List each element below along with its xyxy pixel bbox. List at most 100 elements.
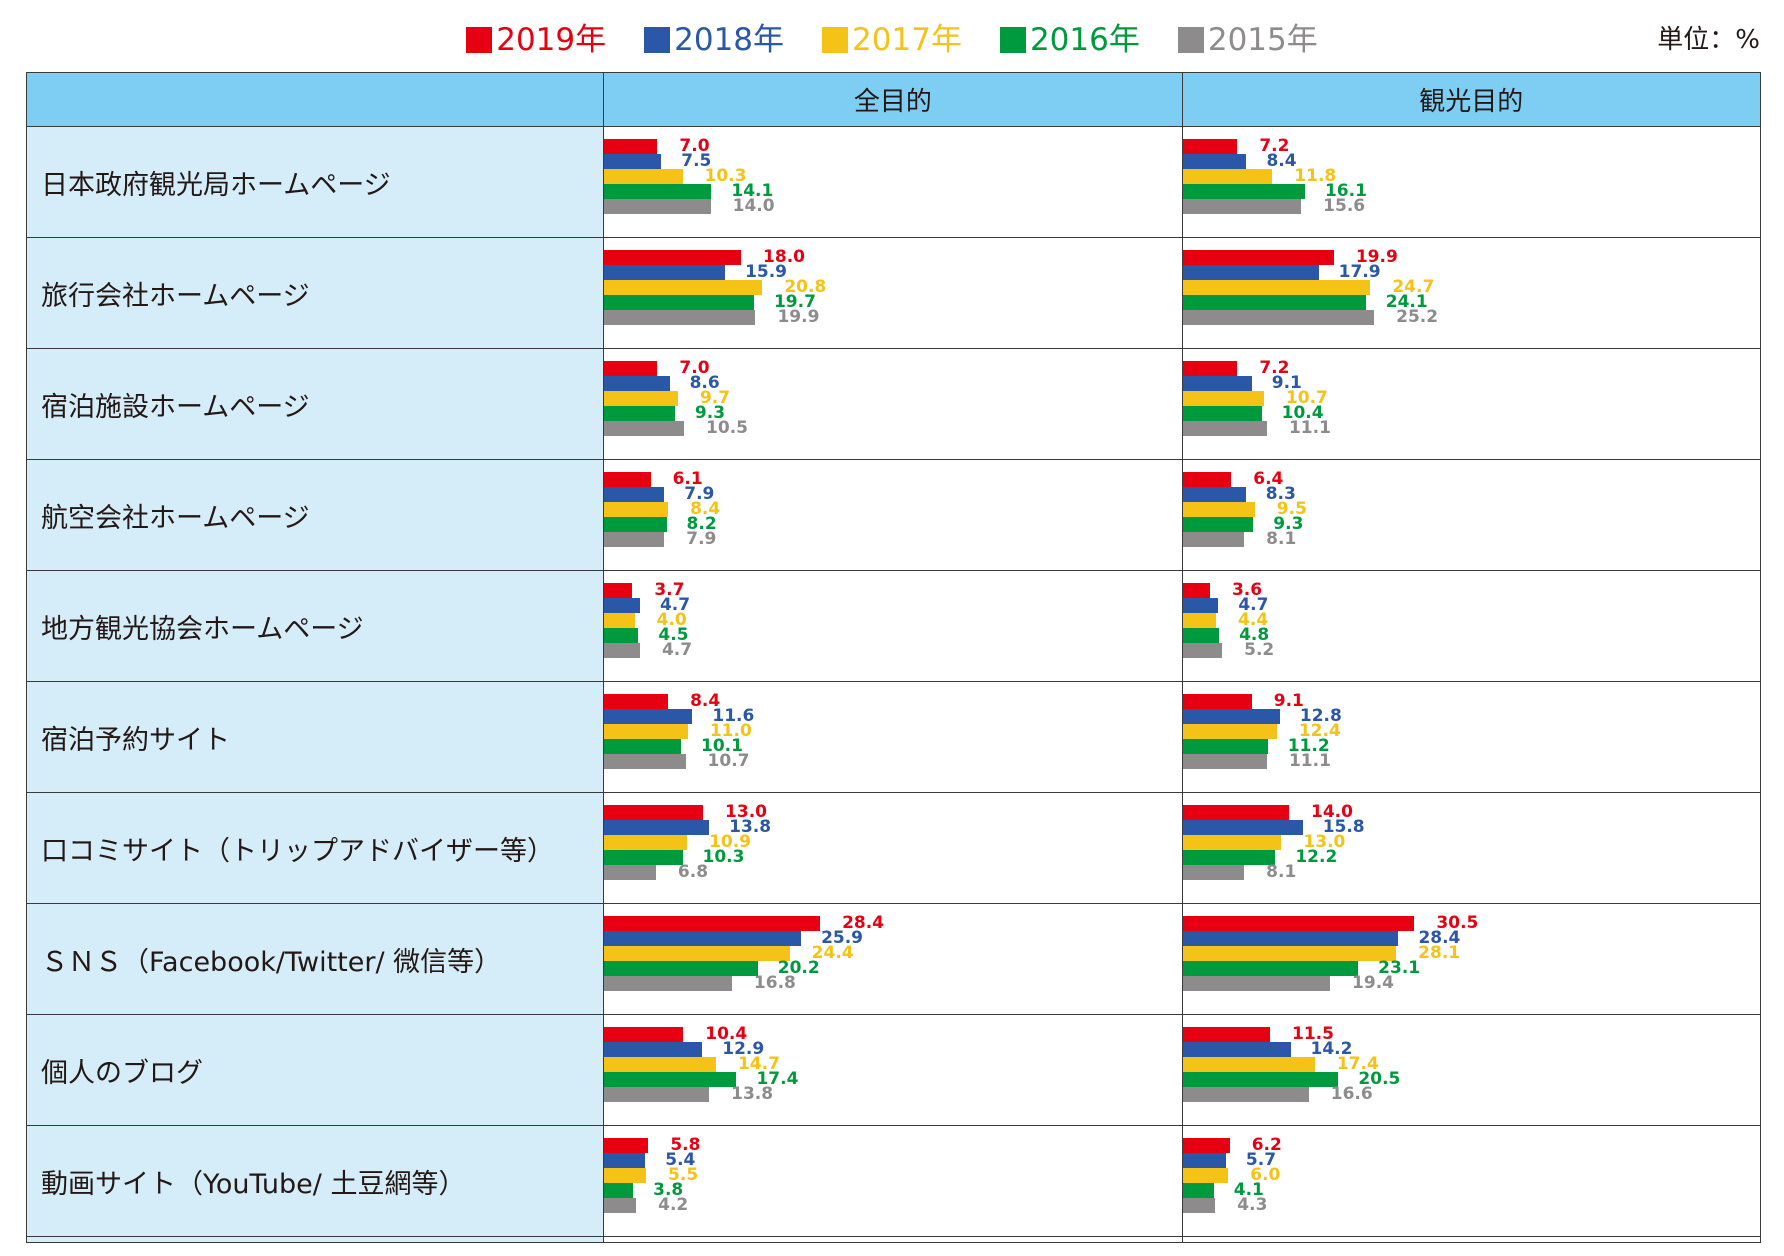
bar-2016年	[604, 628, 639, 643]
data-label: 5.2	[1244, 640, 1275, 660]
bar-2015年	[604, 1087, 710, 1102]
data-label: 12.2	[1295, 847, 1338, 867]
bar-2016年	[604, 1072, 737, 1087]
bar-group: 30.5 28.4 28.1 23.1 19.4	[1182, 904, 1760, 1014]
data-label: 13.8	[731, 1084, 774, 1104]
bar-2017年	[604, 1057, 716, 1072]
data-label: 8.1	[1266, 862, 1297, 882]
data-label: 4.4	[1238, 610, 1269, 630]
bar-2018年	[1182, 376, 1252, 391]
data-label: 30.5	[1436, 913, 1479, 933]
data-label: 4.7	[661, 640, 693, 660]
data-label: 19.4	[1352, 973, 1394, 993]
bar-group: 14.0 15.8 13.0 12.2 8.1	[1182, 793, 1760, 903]
data-label: 3.7	[654, 580, 685, 600]
data-label: 16.6	[1330, 1084, 1373, 1104]
data-label: 4.7	[659, 595, 691, 615]
table-row: ＳＮＳ（Facebook/Twitter/ 微信等） 28.4 25.9 24.4 20…	[25, 903, 1762, 1015]
row-label: 旅行会社ホームページ	[25, 237, 605, 349]
legend-item: 2016年	[999, 18, 1140, 62]
bar-2019年	[604, 361, 658, 376]
bar-2016年	[1182, 184, 1305, 199]
bar-2015年	[604, 976, 732, 991]
data-label: 4.7	[1238, 595, 1269, 615]
bar-group: 9.1 12.8 12.4 11.2 11.1	[1182, 682, 1760, 792]
bar-2018年	[604, 820, 710, 835]
data-label: 15.6	[1323, 196, 1366, 216]
bar-2015年	[1182, 1198, 1216, 1213]
bar-2017年	[604, 724, 688, 739]
data-label: 9.3	[1273, 514, 1304, 534]
table-row: 日本政府観光局ホームページ 7.0 7.5 10.3 14.1 14.0 7.2 8.4 11.…	[25, 126, 1762, 238]
data-label: 11.2	[1287, 736, 1330, 756]
column-header-tourism: 観光目的	[1181, 72, 1762, 127]
bar-2019年	[604, 583, 633, 598]
data-label: 4.0	[656, 610, 687, 630]
legend-item: 2015年	[1177, 18, 1318, 62]
bar-2015年	[604, 643, 640, 658]
bar-2019年	[1182, 1138, 1230, 1153]
bar-2016年	[604, 295, 754, 310]
bar-2018年	[1182, 709, 1280, 724]
bar-group: 6.1 7.9 8.4 8.2 7.9	[604, 460, 1181, 570]
cell-tourism: 30.5 28.4 28.1 23.1 19.4	[1181, 903, 1762, 1015]
bar-2019年	[604, 139, 658, 154]
cell-all-purpose: 5.8 5.4 5.5 3.8 4.2	[603, 1125, 1183, 1237]
unit-label: 単位：%	[1657, 25, 1760, 55]
bar-2018年	[1182, 598, 1219, 613]
data-label: 10.1	[700, 736, 743, 756]
column-header-all-purpose: 全目的	[603, 72, 1183, 127]
bar-2017年	[1182, 835, 1282, 850]
bar-2017年	[1182, 169, 1273, 184]
data-label: 12.9	[722, 1039, 765, 1059]
bar-2015年	[1182, 199, 1302, 214]
legend-swatch	[644, 27, 671, 53]
data-label: 11.1	[1288, 751, 1331, 771]
bar-group: 5.8 5.4 5.5 3.8 4.2	[604, 1126, 1181, 1236]
data-label: 10.7	[707, 751, 750, 771]
bar-2017年	[1182, 502, 1255, 517]
partial-cell	[25, 1236, 605, 1243]
row-label: 宿泊予約サイト	[25, 681, 605, 793]
bar-group: 3.7 4.7 4.0 4.5 4.7	[604, 571, 1181, 681]
bar-2017年	[1182, 280, 1371, 295]
header-row: 全目的 観光目的	[25, 72, 1762, 127]
cell-tourism: 6.4 8.3 9.5 9.3 8.1	[1181, 459, 1762, 571]
data-label: 15.9	[745, 262, 788, 282]
table-row: 地方観光協会ホームページ 3.7 4.7 4.0 4.5 4.7 3.6 4.7 4.4 4.8 5…	[25, 570, 1762, 682]
cell-all-purpose: 6.1 7.9 8.4 8.2 7.9	[603, 459, 1183, 571]
bar-2016年	[1182, 850, 1276, 865]
data-label: 20.5	[1358, 1069, 1401, 1089]
bar-2015年	[1182, 532, 1245, 547]
cell-tourism: 6.2 5.7 6.0 4.1 4.3	[1181, 1125, 1762, 1237]
cell-tourism: 9.1 12.8 12.4 11.2 11.1	[1181, 681, 1762, 793]
bar-2019年	[1182, 361, 1238, 376]
data-label: 18.0	[763, 247, 805, 267]
data-label: 16.8	[753, 973, 796, 993]
data-label: 9.5	[1276, 499, 1307, 519]
data-label: 23.1	[1378, 958, 1421, 978]
data-label: 5.4	[665, 1150, 696, 1170]
bar-2019年	[604, 805, 704, 820]
bar-2017年	[1182, 613, 1217, 628]
bar-2015年	[1182, 421, 1267, 436]
data-label: 5.8	[670, 1135, 701, 1155]
data-label: 4.8	[1239, 625, 1270, 645]
data-label: 3.6	[1231, 580, 1263, 600]
data-label: 13.0	[725, 802, 767, 822]
data-label: 6.4	[1253, 469, 1284, 489]
bar-2016年	[1182, 517, 1254, 532]
bar-2019年	[604, 1138, 649, 1153]
data-label: 14.1	[731, 181, 774, 201]
data-label: 17.4	[1336, 1054, 1379, 1074]
bar-2017年	[604, 613, 635, 628]
data-label: 10.9	[709, 832, 752, 852]
row-label: 日本政府観光局ホームページ	[25, 126, 605, 238]
data-label: 7.0	[679, 358, 710, 378]
data-label: 8.4	[1266, 151, 1297, 171]
data-label: 11.0	[709, 721, 752, 741]
data-label: 8.4	[690, 691, 721, 711]
data-label: 10.5	[706, 418, 748, 438]
bar-2016年	[604, 517, 667, 532]
